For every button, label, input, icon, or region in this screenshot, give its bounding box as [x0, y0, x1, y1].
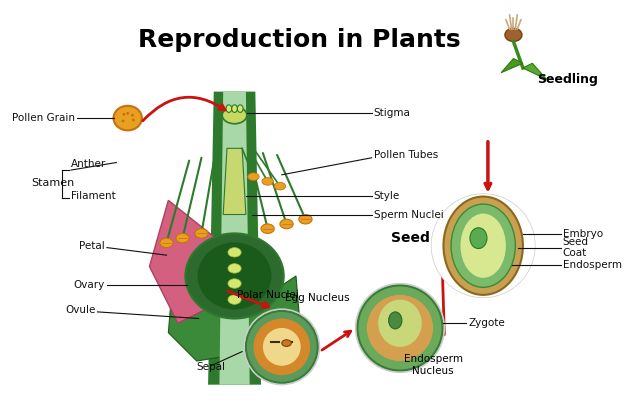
Ellipse shape [248, 173, 259, 180]
Text: Pollen Tubes: Pollen Tubes [374, 150, 438, 160]
Ellipse shape [299, 215, 312, 224]
Ellipse shape [451, 204, 515, 287]
Ellipse shape [274, 183, 285, 190]
Text: Seed
Coat: Seed Coat [563, 237, 588, 258]
Ellipse shape [246, 311, 318, 383]
Ellipse shape [228, 248, 241, 257]
Ellipse shape [232, 105, 237, 112]
Text: Endosperm: Endosperm [563, 260, 622, 269]
Text: Endosperm
Nucleus: Endosperm Nucleus [404, 354, 463, 376]
Text: Embryo: Embryo [563, 229, 603, 239]
Text: Petal: Petal [80, 241, 105, 251]
Ellipse shape [254, 318, 310, 375]
Text: Polar Nuclei: Polar Nuclei [237, 290, 299, 300]
Ellipse shape [505, 28, 522, 42]
Text: Pollen Grain: Pollen Grain [12, 113, 74, 123]
Polygon shape [235, 276, 300, 361]
Text: Anther: Anther [71, 159, 106, 169]
Ellipse shape [461, 213, 506, 278]
Text: Stigma: Stigma [374, 108, 411, 118]
Ellipse shape [195, 229, 208, 238]
Circle shape [431, 194, 535, 298]
Ellipse shape [226, 105, 232, 112]
Text: Zygote: Zygote [468, 318, 505, 328]
Text: Stamen: Stamen [31, 178, 74, 188]
Polygon shape [208, 91, 261, 385]
Ellipse shape [280, 219, 293, 229]
Ellipse shape [367, 295, 433, 361]
Ellipse shape [228, 279, 241, 288]
Text: Style: Style [374, 191, 400, 201]
Text: Sperm Nuclei: Sperm Nuclei [374, 210, 443, 220]
Ellipse shape [132, 119, 135, 122]
Ellipse shape [123, 113, 125, 116]
Ellipse shape [263, 328, 300, 366]
Ellipse shape [185, 234, 284, 318]
Ellipse shape [378, 300, 422, 347]
Ellipse shape [176, 234, 189, 243]
Text: Filament: Filament [71, 191, 116, 201]
Ellipse shape [470, 228, 487, 248]
Ellipse shape [131, 114, 134, 117]
Text: Reproduction in Plants: Reproduction in Plants [138, 28, 460, 52]
Polygon shape [523, 63, 546, 80]
Ellipse shape [237, 105, 243, 112]
Ellipse shape [443, 197, 523, 295]
Polygon shape [501, 59, 523, 73]
Ellipse shape [389, 312, 402, 329]
Ellipse shape [222, 107, 247, 124]
Ellipse shape [357, 286, 443, 370]
Circle shape [244, 309, 320, 385]
Polygon shape [223, 148, 246, 215]
Polygon shape [168, 276, 235, 361]
Text: Egg Nucleus: Egg Nucleus [285, 293, 350, 303]
Polygon shape [150, 200, 215, 323]
Ellipse shape [113, 106, 142, 130]
Ellipse shape [228, 264, 241, 273]
Ellipse shape [228, 295, 241, 304]
Ellipse shape [121, 119, 125, 122]
Circle shape [356, 283, 444, 372]
Ellipse shape [282, 340, 291, 346]
Text: Ovule: Ovule [65, 305, 96, 315]
Ellipse shape [126, 112, 129, 115]
Ellipse shape [198, 242, 272, 309]
Text: Ovary: Ovary [74, 281, 105, 290]
Ellipse shape [261, 224, 274, 234]
Text: Seed: Seed [391, 231, 430, 245]
Text: Seedling: Seedling [537, 73, 598, 86]
Polygon shape [220, 91, 250, 385]
Text: Sepal: Sepal [197, 362, 225, 372]
Ellipse shape [160, 238, 173, 248]
Ellipse shape [262, 178, 274, 185]
